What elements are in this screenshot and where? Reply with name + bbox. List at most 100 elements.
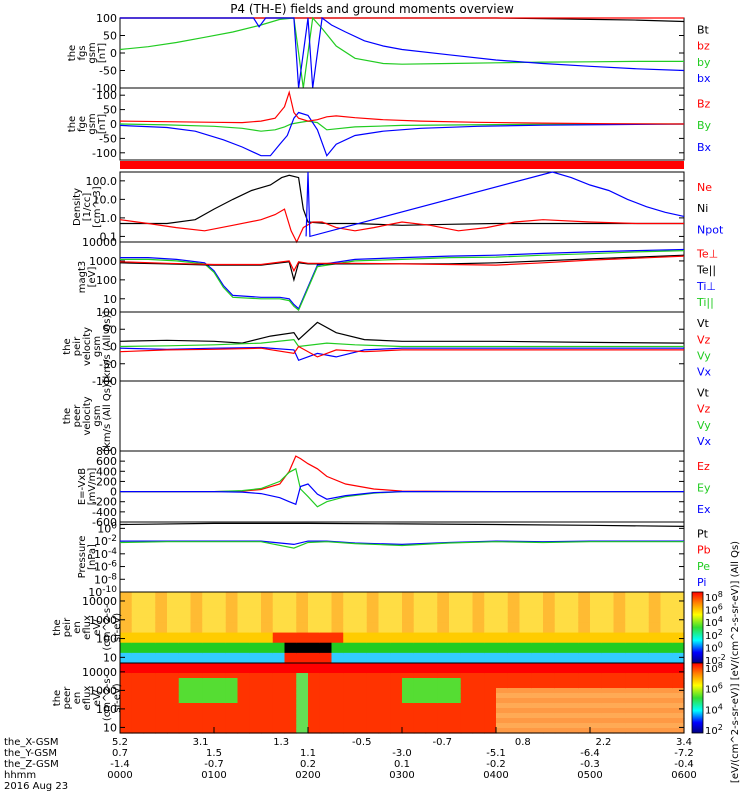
panel-frame	[119, 241, 685, 313]
y-axis-label: [cm^-3]	[92, 186, 103, 227]
series-line-e-field	[120, 455, 684, 493]
y-gsm-value: -5.1	[486, 748, 506, 759]
y-tick-label: 0	[110, 341, 117, 354]
legend-entry: Ti||	[696, 296, 714, 309]
legend-entry: Vx	[697, 435, 712, 448]
y-axis-label: Pressure	[77, 536, 88, 579]
y-axis-label: (cm^2-s-	[102, 604, 113, 651]
hhmm-value: 0000	[107, 770, 132, 781]
y-tick-label: 0	[110, 486, 117, 499]
z-gsm-value: -0.2	[486, 759, 506, 770]
series-line-peir-velocity	[119, 321, 685, 344]
y-axis-label: Density	[72, 188, 83, 226]
series-line-fge-gsm	[119, 111, 685, 157]
y-axis-label: eV/	[92, 619, 103, 636]
legend-entry: Bx	[697, 141, 712, 154]
y-tick-label: 10000	[82, 666, 117, 679]
z-gsm-value: -0.7	[204, 759, 224, 770]
y-gsm-value: 0.7	[112, 748, 128, 759]
y-axis-label: velocity	[82, 396, 93, 435]
y-axis-label: gsm	[87, 42, 98, 63]
series-line-peir-velocity	[119, 338, 684, 348]
panel-frame	[119, 17, 685, 89]
y-tick-label: 100.0	[86, 175, 118, 188]
colorbar-tick-label: 104	[705, 702, 723, 716]
y-axis-label: the	[62, 408, 73, 424]
y-axis-label: [1/cc]	[82, 193, 93, 222]
series-line-fgs-gsm	[119, 16, 684, 89]
legend-entry: Vt	[697, 386, 710, 399]
y-axis-label: fge	[77, 116, 88, 132]
y-axis-label: (cm^2-s-	[102, 674, 113, 721]
legend-entry: Pt	[697, 527, 709, 540]
y-axis-label: [km/s (All Qs)]	[102, 311, 113, 383]
colorbar-tick-label: 106	[705, 682, 723, 696]
series-line-density	[305, 171, 685, 238]
y-tick-label: -100	[92, 147, 117, 160]
y-axis-label: [nT]	[97, 43, 108, 63]
y-axis-label: [nPa]	[87, 544, 98, 570]
y-tick-label: 1000	[89, 255, 117, 268]
spectrogram-peer-eflux	[120, 663, 685, 734]
y-axis-label: the	[67, 116, 78, 132]
y-gsm-value: -6.4	[580, 748, 600, 759]
y-gsm-value: 1.1	[300, 748, 316, 759]
date-label: 2016 Aug 23	[4, 781, 68, 792]
series-line-fgs-gsm	[120, 16, 685, 89]
figure-title: P4 (TH-E) fields and ground moments over…	[230, 2, 514, 16]
panel-frame	[119, 171, 685, 243]
hhmm-value: 0200	[295, 770, 320, 781]
legend-entry: bx	[697, 72, 711, 85]
series-line-pressure	[119, 541, 684, 549]
panel-frame	[119, 380, 685, 452]
x-gsm-value: -0.5	[352, 737, 372, 748]
y-tick-label: 400	[96, 465, 117, 478]
legend-entry: Bz	[697, 97, 711, 110]
legend-entry: Vz	[697, 403, 711, 416]
y-tick-label: 100	[96, 633, 117, 646]
z-gsm-value: -1.4	[110, 759, 130, 770]
hhmm-value: 0600	[671, 770, 696, 781]
colorbar-gradient	[691, 662, 704, 734]
series-line-fge-gsm	[119, 120, 684, 132]
y-axis-label: gsm	[87, 113, 98, 134]
y-axis-label: [km/s (All Qs)]	[102, 380, 113, 452]
y-axis-label: E=-VxB	[77, 468, 88, 505]
y-tick-label: 10.0	[93, 193, 118, 206]
y-tick-label: 10000	[82, 236, 117, 249]
y-gsm-value: -7.2	[674, 748, 694, 759]
y-tick-label: 100	[96, 703, 117, 716]
y-tick-label: -200	[92, 496, 117, 509]
y-tick-label: 100	[96, 274, 117, 287]
colorbar-gradient	[691, 591, 704, 664]
y-axis-label: peir	[62, 617, 73, 637]
y-axis-label: peir	[72, 336, 83, 356]
y-axis-label: eflux	[82, 686, 93, 711]
legend-entry: Te⊥	[696, 247, 718, 260]
z-gsm-value: -0.4	[674, 759, 694, 770]
x-row-label: the_X-GSM	[4, 737, 58, 748]
legend-entry: By	[697, 119, 712, 132]
y-axis-label: eV/	[92, 689, 103, 706]
y-tick-label: -50	[99, 358, 117, 371]
legend-entry: Npot	[697, 223, 724, 236]
y-tick-label: 200	[96, 475, 117, 488]
hhmm-value: 0300	[389, 770, 414, 781]
y-tick-label: 10	[103, 293, 117, 306]
y-axis-label: the	[67, 45, 78, 61]
y-axis-label: fgs	[77, 45, 88, 60]
y-axis-label: en	[72, 621, 83, 634]
y-axis-label: sr-eV)	[112, 683, 123, 712]
series-line-density	[120, 174, 684, 226]
z-gsm-value: 0.1	[394, 759, 410, 770]
y-axis-label: gsm	[92, 405, 103, 426]
legend-entry: Vy	[697, 419, 711, 432]
y-axis-label: eflux	[82, 615, 93, 640]
y-axis-label: the	[52, 690, 63, 706]
hhmm-value: 0100	[201, 770, 226, 781]
y-axis-label: en	[72, 692, 83, 705]
y-tick-label: 600	[96, 455, 117, 468]
panel-temperature: 10000 1000 100 10 magt3 [eV] Te⊥ Te|| Ti⊥ Ti||	[77, 236, 718, 313]
